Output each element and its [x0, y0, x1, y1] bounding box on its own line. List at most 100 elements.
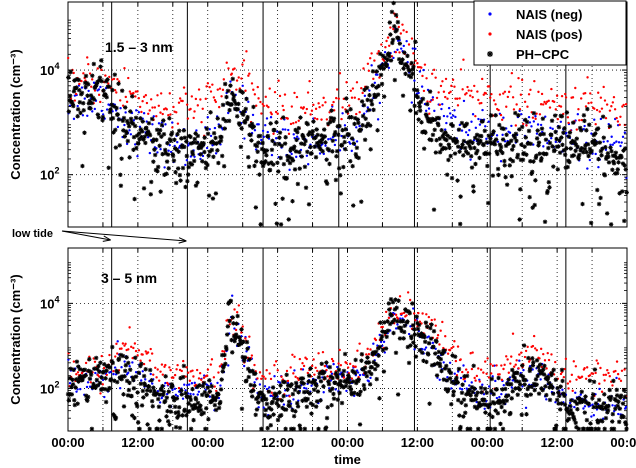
cpc-point: [155, 164, 161, 170]
cpc-point: [523, 377, 528, 383]
cpc-point: [505, 393, 511, 398]
cpc-point: [171, 158, 177, 163]
cpc-point: [327, 364, 333, 370]
cpc-point: [528, 141, 533, 147]
cpc-point: [277, 390, 282, 395]
nais-pos-point: [73, 99, 77, 102]
cpc-point: [500, 150, 505, 156]
nais-pos-point: [257, 97, 260, 100]
nais-pos-point: [299, 368, 303, 371]
nais-pos-point: [620, 369, 624, 372]
cpc-point: [460, 382, 465, 387]
x-tick-label: 12:00: [541, 435, 574, 450]
cpc-point: [119, 156, 124, 161]
cpc-point: [300, 398, 305, 403]
nais-pos-point: [245, 50, 248, 53]
nais-neg-point: [546, 141, 549, 145]
nais-pos-point: [136, 90, 139, 93]
nais-pos-point: [292, 121, 295, 125]
cpc-point: [338, 378, 343, 384]
cpc-point: [175, 132, 180, 137]
nais-pos-point: [206, 368, 210, 371]
nais-neg-point: [590, 132, 593, 135]
cpc-point: [549, 118, 555, 123]
nais-pos-point: [353, 96, 357, 99]
nais-neg-point: [167, 149, 170, 152]
nais-pos-point: [304, 111, 307, 115]
cpc-point: [213, 407, 219, 413]
nais-pos-point: [471, 95, 474, 99]
cpc-point: [256, 400, 261, 405]
cpc-point: [608, 145, 613, 150]
x-axis-label: time: [334, 452, 361, 467]
nais-pos-point: [545, 367, 548, 370]
nais-pos-point: [462, 58, 465, 61]
nais-pos-point: [149, 98, 153, 101]
cpc-point: [406, 360, 412, 366]
nais-neg-point: [400, 47, 403, 50]
cpc-point: [387, 20, 393, 25]
nais-pos-point: [157, 379, 161, 382]
nais-neg-point: [173, 387, 177, 391]
nais-neg-point: [614, 404, 617, 408]
nais-pos-point: [482, 93, 485, 96]
cpc-point: [295, 129, 300, 135]
cpc-point: [177, 172, 183, 178]
cpc-point: [436, 349, 442, 355]
cpc-point: [396, 298, 401, 303]
cpc-point: [319, 137, 325, 142]
nais-pos-point: [387, 316, 391, 320]
nais-pos-point: [437, 91, 440, 94]
cpc-point: [593, 401, 599, 406]
nais-neg-point: [208, 395, 212, 398]
cpc-point: [292, 144, 297, 149]
cpc-point: [509, 174, 514, 179]
nais-pos-point: [554, 360, 557, 364]
cpc-point: [222, 81, 228, 87]
cpc-point: [249, 138, 254, 143]
nais-neg-point: [257, 123, 260, 126]
cpc-point: [273, 392, 279, 397]
nais-pos-point: [461, 88, 464, 91]
cpc-point: [587, 378, 593, 383]
nais-neg-point: [126, 371, 130, 375]
nais-pos-point: [510, 71, 514, 75]
cpc-point: [174, 396, 180, 401]
cpc-point: [601, 401, 606, 406]
cpc-point: [559, 114, 565, 119]
nais-pos-point: [152, 373, 155, 376]
cpc-point: [428, 336, 434, 341]
nais-neg-point: [471, 113, 475, 116]
nais-pos-point: [149, 347, 152, 351]
nais-pos-point: [465, 368, 468, 371]
nais-pos-point: [75, 372, 78, 376]
nais-pos-point: [123, 67, 126, 70]
x-tick-labels: 00:00 12:00 00:00 12:00 00:00 12:00 00:00 12:00…: [51, 435, 636, 450]
nais-neg-point: [100, 109, 103, 113]
nais-pos-point: [120, 347, 123, 350]
cpc-point: [330, 138, 336, 143]
cpc-point: [295, 404, 301, 409]
nais-pos-point: [74, 92, 78, 96]
cpc-point: [176, 409, 181, 415]
cpc-point: [361, 367, 366, 372]
nais-pos-point: [436, 336, 439, 340]
cpc-point: [411, 340, 416, 345]
cpc-point: [558, 407, 563, 412]
cpc-point: [447, 135, 453, 140]
cpc-point: [254, 159, 259, 164]
cpc-point: [263, 407, 268, 413]
cpc-point: [148, 192, 153, 197]
cpc-point: [552, 148, 557, 153]
nais-pos-point: [161, 112, 164, 116]
nais-pos-point: [264, 377, 267, 380]
cpc-point: [257, 133, 263, 139]
cpc-point: [99, 375, 104, 380]
cpc-point: [387, 307, 392, 312]
nais-pos-point: [502, 92, 505, 95]
nais-pos-point: [125, 100, 129, 104]
cpc-point: [81, 108, 86, 113]
nais-pos-point: [432, 68, 436, 72]
cpc-point: [600, 419, 605, 424]
nais-pos-point: [274, 110, 278, 114]
